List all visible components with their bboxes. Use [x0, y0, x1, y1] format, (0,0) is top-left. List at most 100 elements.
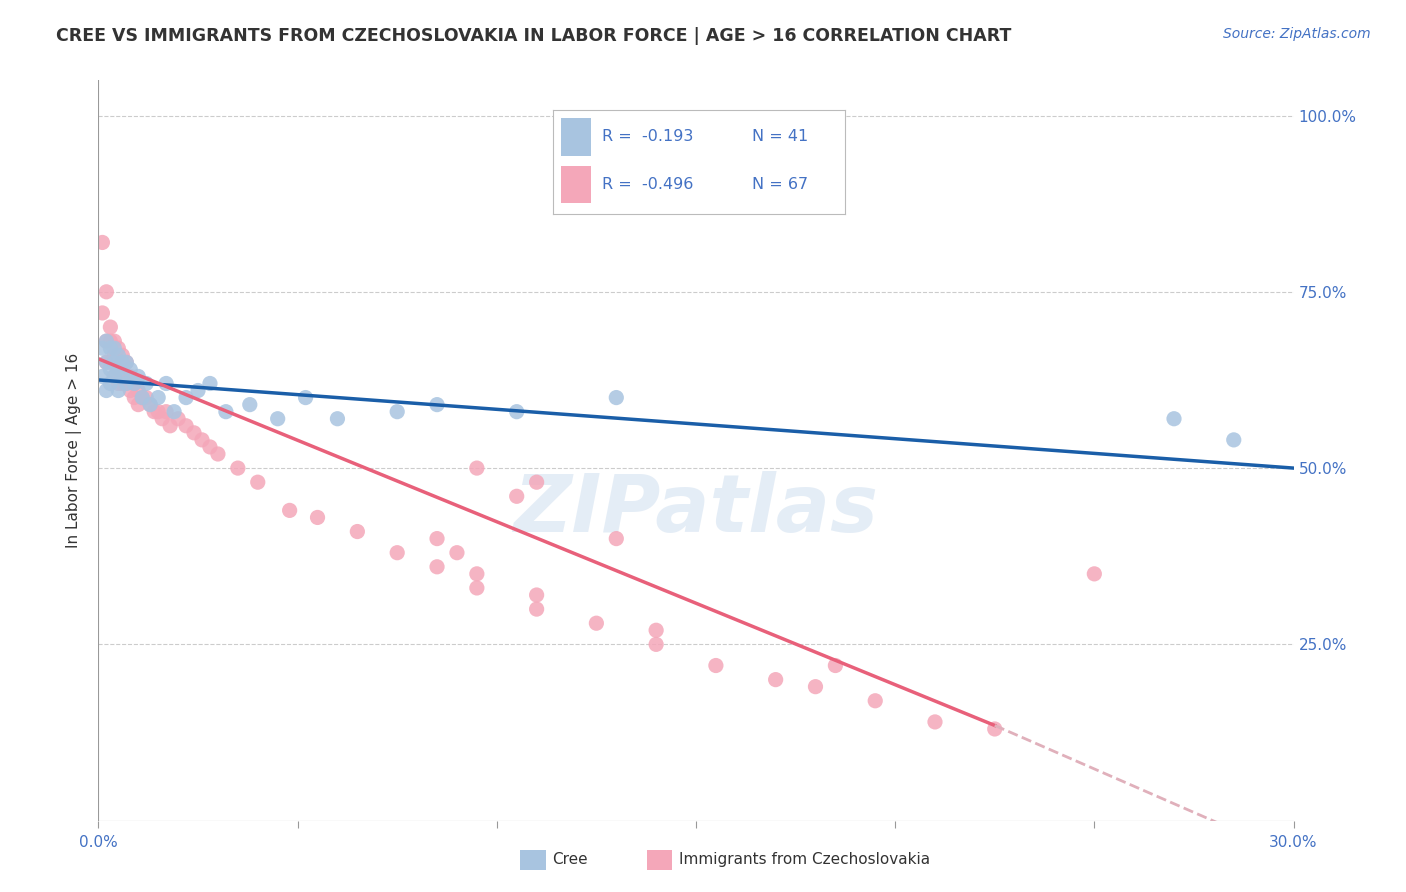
Point [526, 588, 548, 602]
Point [385, 546, 409, 560]
Point [96, 285, 118, 299]
Point [91, 341, 114, 355]
Point [98, 376, 122, 391]
Point [103, 369, 125, 384]
Point [96, 355, 118, 369]
Point [91, 235, 114, 250]
Point [215, 405, 238, 419]
Point [426, 398, 449, 412]
Point [865, 694, 887, 708]
Point [131, 391, 153, 405]
Point [148, 391, 170, 405]
Point [96, 384, 118, 398]
Point [506, 405, 529, 419]
Point [198, 440, 221, 454]
Point [465, 566, 488, 581]
Y-axis label: In Labor Force | Age > 16: In Labor Force | Age > 16 [66, 353, 83, 548]
Point [346, 524, 368, 539]
Point [804, 680, 827, 694]
Point [207, 447, 229, 461]
Point [924, 714, 946, 729]
Point [645, 624, 668, 638]
Point [111, 348, 134, 362]
Point [124, 376, 146, 391]
Point [198, 376, 221, 391]
Point [155, 376, 177, 391]
Point [98, 362, 122, 376]
Point [307, 510, 329, 524]
Point [120, 384, 142, 398]
Point [1163, 411, 1185, 425]
Point [139, 398, 162, 412]
Point [155, 405, 177, 419]
Point [107, 384, 129, 398]
Point [426, 532, 449, 546]
Text: CREE VS IMMIGRANTS FROM CZECHOSLOVAKIA IN LABOR FORCE | AGE > 16 CORRELATION CHA: CREE VS IMMIGRANTS FROM CZECHOSLOVAKIA I… [56, 27, 1011, 45]
Point [167, 411, 190, 425]
Point [135, 391, 157, 405]
Point [267, 411, 290, 425]
Point [111, 376, 134, 391]
Point [1083, 566, 1105, 581]
Text: ZIPatlas: ZIPatlas [513, 471, 879, 549]
Point [127, 398, 149, 412]
Point [191, 433, 214, 447]
Point [96, 355, 118, 369]
Point [111, 362, 134, 376]
Point [187, 384, 209, 398]
Point [824, 658, 846, 673]
Point [107, 362, 129, 376]
Point [120, 362, 142, 376]
Point [124, 391, 146, 405]
Point [605, 391, 627, 405]
Point [127, 369, 149, 384]
Point [326, 411, 349, 425]
Point [131, 391, 153, 405]
Point [426, 559, 449, 574]
Point [506, 489, 529, 503]
Point [98, 334, 122, 348]
Point [984, 722, 1007, 736]
Point [148, 405, 170, 419]
Point [91, 306, 114, 320]
Point [526, 602, 548, 616]
Point [127, 384, 149, 398]
Point [1223, 433, 1246, 447]
Point [98, 355, 122, 369]
Point [446, 546, 468, 560]
Point [107, 355, 129, 369]
Point [96, 334, 118, 348]
Point [103, 341, 125, 355]
Point [103, 348, 125, 362]
Point [111, 369, 134, 384]
Point [139, 398, 162, 412]
Point [239, 398, 262, 412]
Point [526, 475, 548, 490]
Point [150, 411, 173, 425]
Point [103, 369, 125, 384]
Point [385, 405, 409, 419]
Point [294, 391, 316, 405]
Point [103, 355, 125, 369]
Point [107, 376, 129, 391]
Text: Source: ZipAtlas.com: Source: ZipAtlas.com [1223, 27, 1371, 41]
Point [765, 673, 787, 687]
Point [704, 658, 727, 673]
Text: Cree: Cree [553, 853, 588, 867]
Point [98, 320, 122, 334]
Text: Immigrants from Czechoslovakia: Immigrants from Czechoslovakia [679, 853, 931, 867]
Point [115, 376, 138, 391]
Point [111, 355, 134, 369]
Point [103, 334, 125, 348]
Point [115, 355, 138, 369]
Point [183, 425, 205, 440]
Point [98, 341, 122, 355]
Point [91, 369, 114, 384]
Point [159, 418, 181, 433]
Point [135, 376, 157, 391]
Point [163, 405, 186, 419]
Point [645, 637, 668, 651]
Point [246, 475, 269, 490]
Point [115, 376, 138, 391]
Point [107, 341, 129, 355]
